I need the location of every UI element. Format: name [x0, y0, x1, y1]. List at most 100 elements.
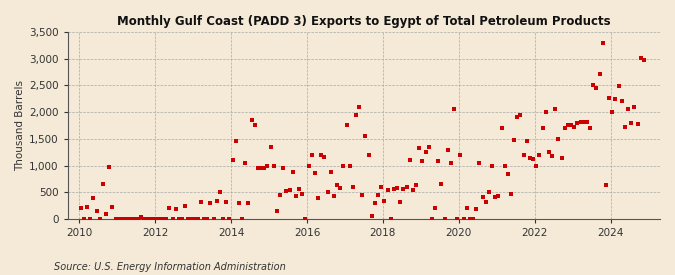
Point — [306, 153, 317, 157]
Point — [209, 217, 219, 221]
Point — [601, 183, 612, 188]
Point — [331, 183, 342, 187]
Point — [158, 217, 169, 221]
Point — [436, 182, 447, 186]
Point — [613, 84, 624, 88]
Point — [421, 150, 431, 154]
Point — [537, 126, 548, 130]
Point — [148, 217, 159, 221]
Point — [616, 99, 627, 103]
Point — [155, 217, 165, 221]
Point — [290, 194, 301, 198]
Point — [294, 187, 304, 191]
Point — [322, 190, 333, 194]
Point — [348, 185, 358, 189]
Point — [357, 193, 368, 197]
Point — [410, 183, 421, 188]
Point — [414, 146, 425, 151]
Point — [417, 159, 428, 163]
Point — [284, 187, 295, 192]
Point — [603, 95, 614, 100]
Point — [269, 163, 279, 168]
Point — [496, 126, 507, 130]
Point — [136, 214, 146, 219]
Point — [385, 217, 396, 221]
Y-axis label: Thousand Barrels: Thousand Barrels — [15, 80, 25, 171]
Point — [354, 104, 364, 109]
Point — [189, 217, 200, 221]
Point — [500, 163, 510, 168]
Point — [227, 158, 238, 163]
Point — [566, 123, 576, 128]
Point — [142, 217, 153, 221]
Point — [173, 217, 184, 221]
Point — [117, 217, 128, 221]
Point — [461, 206, 472, 210]
Point — [635, 55, 646, 60]
Point — [487, 163, 497, 168]
Point — [91, 209, 102, 213]
Point — [433, 159, 443, 163]
Point — [597, 40, 608, 45]
Point — [506, 192, 516, 197]
Point — [303, 164, 314, 168]
Point — [338, 163, 349, 168]
Point — [547, 154, 558, 158]
Point — [389, 187, 400, 191]
Point — [110, 217, 121, 221]
Point — [138, 217, 149, 221]
Point — [541, 109, 551, 114]
Point — [119, 217, 130, 221]
Point — [192, 217, 203, 221]
Point — [161, 217, 171, 221]
Point — [502, 171, 513, 176]
Point — [186, 217, 197, 221]
Point — [370, 201, 381, 205]
Point — [329, 194, 340, 198]
Point — [512, 115, 522, 120]
Point — [427, 217, 437, 221]
Point — [224, 217, 235, 221]
Point — [392, 186, 402, 190]
Point — [341, 123, 352, 128]
Point — [562, 123, 573, 128]
Point — [398, 186, 409, 191]
Point — [452, 217, 462, 221]
Point — [215, 190, 225, 194]
Point — [594, 72, 605, 76]
Point — [550, 107, 561, 112]
Point — [449, 107, 460, 111]
Point — [446, 161, 456, 165]
Point — [230, 139, 241, 144]
Point — [151, 217, 162, 221]
Point — [221, 200, 232, 205]
Point — [455, 153, 466, 157]
Point — [316, 153, 327, 157]
Point — [524, 155, 535, 160]
Point — [101, 211, 111, 216]
Point — [483, 190, 494, 194]
Point — [458, 217, 469, 221]
Title: Monthly Gulf Coast (PADD 3) Exports to Egypt of Total Petroleum Products: Monthly Gulf Coast (PADD 3) Exports to E… — [117, 15, 611, 28]
Point — [246, 117, 257, 122]
Point — [439, 217, 450, 221]
Point — [107, 205, 118, 210]
Point — [234, 201, 244, 205]
Point — [474, 161, 485, 165]
Point — [582, 120, 593, 125]
Point — [198, 217, 209, 221]
Point — [572, 120, 583, 125]
Point — [104, 164, 115, 169]
Point — [543, 150, 554, 154]
Point — [408, 187, 418, 192]
Point — [620, 124, 630, 129]
Point — [78, 217, 89, 221]
Point — [367, 214, 377, 218]
Point — [275, 193, 286, 197]
Point — [404, 158, 415, 163]
Point — [167, 217, 178, 221]
Point — [196, 200, 207, 204]
Point — [113, 217, 124, 221]
Point — [164, 206, 175, 210]
Point — [553, 137, 564, 141]
